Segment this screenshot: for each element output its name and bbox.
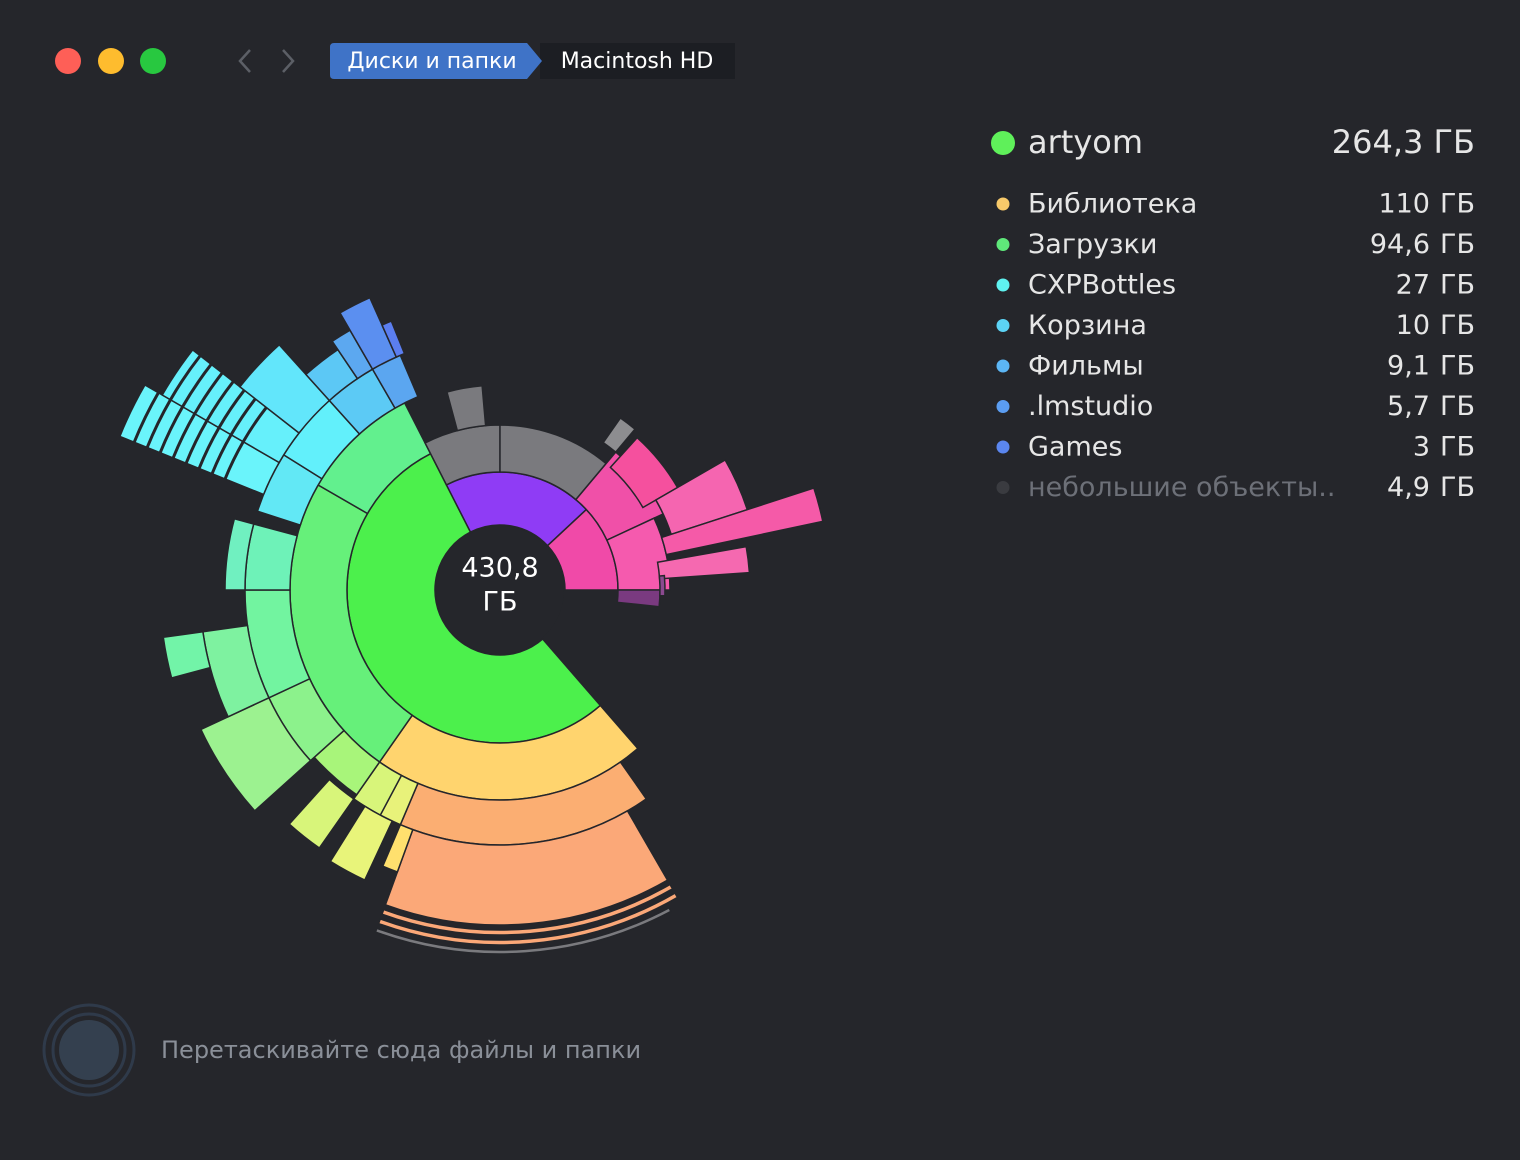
sunburst-stripe xyxy=(229,397,257,436)
sunburst-segment xyxy=(381,320,406,359)
item-dot xyxy=(996,278,1010,292)
item-name: Загрузки xyxy=(1028,229,1157,260)
item-size: 10 xyxy=(1396,310,1430,341)
item-dot xyxy=(996,238,1010,251)
breadcrumb-item[interactable]: Диски и папки xyxy=(347,49,516,74)
sunburst-segment xyxy=(660,487,824,556)
sunburst-stripe xyxy=(223,441,245,480)
close-button[interactable] xyxy=(55,48,81,74)
center-hole[interactable] xyxy=(436,526,564,654)
item-unit: ГБ xyxy=(1440,432,1475,463)
item-dot xyxy=(996,440,1010,454)
item-unit: ГБ xyxy=(1440,270,1475,301)
sunburst-stripe xyxy=(181,363,213,408)
item-dot xyxy=(996,319,1010,332)
sunburst-segment xyxy=(384,809,669,926)
item-unit: ГБ xyxy=(1440,189,1475,220)
item-size: 94,6 xyxy=(1370,229,1430,260)
selection-size: 264,3 ГБ xyxy=(1332,123,1475,161)
sunburst-stripe xyxy=(171,413,197,459)
item-name: Games xyxy=(1028,432,1122,463)
sunburst-stripe xyxy=(169,354,202,401)
item-unit: ГБ xyxy=(1440,472,1475,503)
breadcrumb-bg xyxy=(540,43,735,79)
sunburst-segment xyxy=(224,517,255,591)
drop-zone[interactable] xyxy=(59,1020,119,1080)
item-unit: ГБ xyxy=(1440,229,1475,260)
sunburst-stripe xyxy=(197,427,221,470)
item-name: Фильмы xyxy=(1028,351,1144,382)
sunburst-segment xyxy=(202,624,270,718)
item-list: Библиотека 110 ГБ Загрузки 94,6 ГБ CXPBottles 2… xyxy=(996,189,1475,503)
sunburst-segment xyxy=(381,823,414,873)
item-size: 110 xyxy=(1378,189,1430,220)
sunburst-stripe xyxy=(217,389,246,429)
item-name: .lmstudio xyxy=(1028,391,1153,422)
item-size: 5,7 xyxy=(1387,391,1430,422)
item-dot xyxy=(996,481,1010,494)
item-unit: ГБ xyxy=(1440,351,1475,382)
breadcrumb-item[interactable]: Macintosh HD xyxy=(561,49,714,74)
sunburst-stripe xyxy=(193,372,224,415)
drop-zone-ring[interactable] xyxy=(42,1003,136,1097)
item-size: 4,9 xyxy=(1387,472,1430,503)
sunburst-segment xyxy=(162,630,212,679)
sunburst-segment xyxy=(288,778,355,850)
sunburst-segment xyxy=(244,523,299,591)
sunburst-segment xyxy=(446,384,487,432)
sunburst-stripe xyxy=(241,406,268,443)
item-size: 27 xyxy=(1396,270,1430,301)
zoom-button[interactable] xyxy=(140,48,166,74)
sunburst[interactable] xyxy=(118,296,824,955)
center-size: 430,8 xyxy=(461,553,538,584)
sunburst-stripe xyxy=(205,380,235,422)
sunburst-stripe xyxy=(184,420,209,464)
selection-dot xyxy=(991,131,1015,155)
item-size: 9,1 xyxy=(1387,351,1430,382)
item-dot xyxy=(996,400,1010,413)
selection-name: artyom xyxy=(1028,123,1143,161)
sunburst-segment xyxy=(377,892,679,946)
item-name: CXPBottles xyxy=(1028,270,1176,301)
breadcrumb-active[interactable] xyxy=(330,43,542,79)
sunburst-segment xyxy=(374,906,672,955)
item-name: небольшие объекты.. xyxy=(1028,472,1335,503)
sunburst-segment xyxy=(329,805,394,882)
item-name: Корзина xyxy=(1028,310,1147,341)
drop-zone-ring xyxy=(51,1012,127,1088)
minimize-button[interactable] xyxy=(98,48,124,74)
item-unit: ГБ xyxy=(1440,310,1475,341)
forward-button[interactable] xyxy=(282,49,295,73)
sunburst-segment xyxy=(602,416,637,454)
item-size: 3 xyxy=(1413,432,1430,463)
item-name: Библиотека xyxy=(1028,189,1197,220)
item-dot xyxy=(996,197,1010,211)
item-dot xyxy=(996,359,1010,373)
center-unit: ГБ xyxy=(483,587,518,618)
sunburst-stripe xyxy=(132,392,160,443)
item-unit: ГБ xyxy=(1440,391,1475,422)
drop-hint: Перетаскивайте сюда файлы и папки xyxy=(161,1036,641,1064)
sunburst-segment xyxy=(381,883,674,936)
sunburst-stripe xyxy=(210,434,233,475)
back-button[interactable] xyxy=(238,49,251,73)
sunburst-stripe xyxy=(145,399,172,449)
sunburst-segment xyxy=(658,574,666,597)
sunburst-segment xyxy=(616,589,661,608)
sunburst-stripe xyxy=(158,406,184,454)
